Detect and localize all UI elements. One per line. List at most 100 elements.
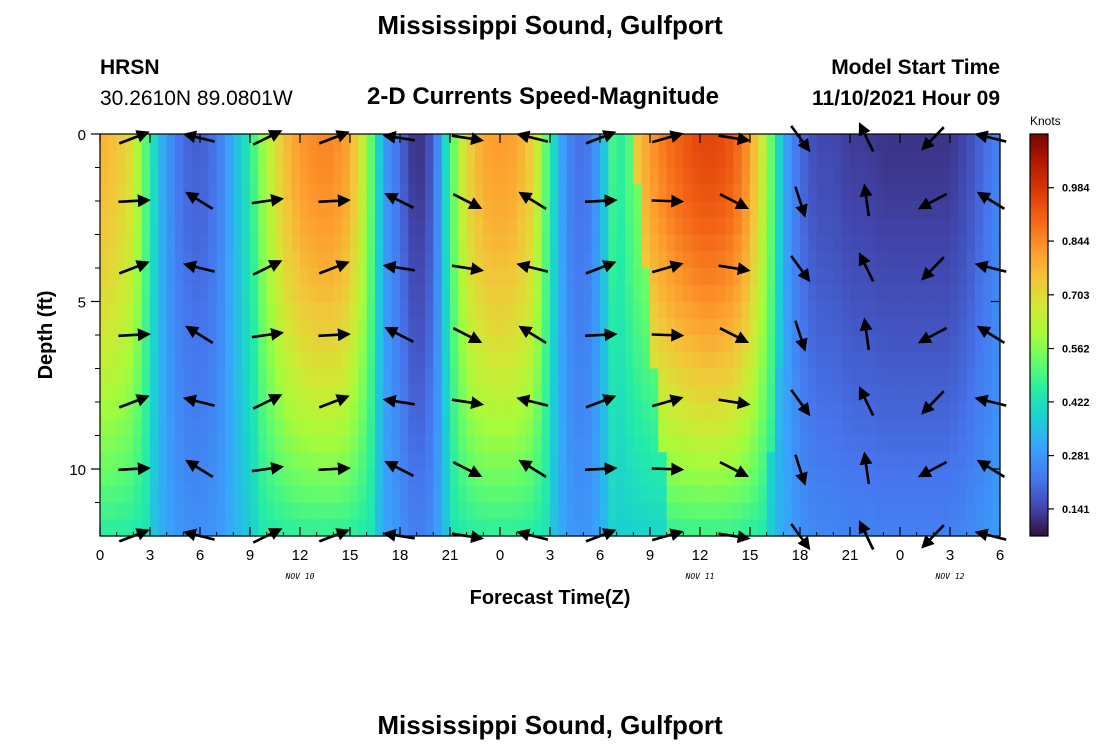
x-tick-label: 15 [742,547,759,564]
heatmap-cell [350,234,359,252]
heatmap-cell [583,167,593,185]
heatmap-cell [666,234,676,252]
heatmap-cell [891,234,901,252]
heatmap-cell [141,134,151,152]
heatmap-cell [783,418,793,437]
heatmap-cell [225,351,234,370]
heatmap-cell [675,502,684,520]
heatmap-cell [291,402,301,420]
heatmap-cell [333,402,343,420]
heatmap-cell [991,402,1001,420]
heatmap-cell [425,201,434,219]
heatmap-cell [175,284,184,303]
heatmap-cell [525,368,534,386]
heatmap-cell [941,469,951,487]
heatmap-cell [591,502,601,520]
heatmap-cell [341,150,351,169]
heatmap-cell [933,385,943,403]
heatmap-cell [608,301,618,319]
heatmap-cell [566,502,576,520]
heatmap-cell [708,402,718,420]
y-axis-title: Depth (ft) [35,291,57,380]
heatmap-cell [158,519,168,537]
current-vector-arrow [185,191,214,211]
heatmap-cell [466,502,476,520]
heatmap-cell [891,502,901,520]
heatmap-cell [666,351,676,370]
heatmap-cell [908,318,918,336]
heatmap-cell [925,351,934,370]
heatmap-cell [566,201,576,219]
x-tick-label: 9 [646,547,654,564]
heatmap-cell [766,452,776,470]
heatmap-cell [908,268,918,286]
heatmap-cell [566,368,576,386]
heatmap-cell [341,385,351,403]
heatmap-cell [658,452,668,470]
heatmap-cell [941,335,951,353]
heatmap-cell [566,301,576,319]
heatmap-cell [233,268,243,286]
heatmap-cell [766,318,776,336]
heatmap-cell [166,368,176,386]
heatmap-cell [125,201,134,219]
heatmap-cell [525,502,534,520]
heatmap-cell [991,368,1001,386]
heatmap-cell [733,402,743,420]
heatmap-cell [666,201,676,219]
heatmap-cell [425,485,434,504]
heatmap-cell [675,134,684,152]
heatmap-cell [508,402,518,420]
current-vector-arrow [917,460,948,478]
heatmap-cell [741,284,751,303]
heatmap-cell [316,201,326,219]
heatmap-cell [175,469,184,487]
heatmap-cell [541,167,551,185]
heatmap-cell [308,217,318,236]
heatmap-cell [441,402,451,420]
heatmap-cell [625,385,634,403]
heatmap-cell [225,150,234,169]
heatmap-cell [991,134,1001,152]
heatmap-cell [608,368,618,386]
heatmap-cell [383,435,393,453]
heatmap-cell [258,418,268,437]
heatmap-cell [583,435,593,453]
heatmap-cell [758,351,768,370]
heatmap-cell [550,435,559,453]
heatmap-cell [650,301,659,319]
heatmap-cell [275,234,284,252]
heatmap-cell [575,519,584,537]
heatmap-cell [725,184,734,202]
heatmap-cell [175,134,184,152]
current-vector-arrow [318,260,350,275]
heatmap-cell [425,217,434,236]
heatmap-cell [650,167,659,185]
heatmap-cell [858,201,868,219]
heatmap-cell [958,201,968,219]
heatmap-cell [450,418,459,437]
heatmap-cell [816,268,826,286]
heatmap-cell [450,150,459,169]
heatmap-cell [558,217,568,236]
heatmap-cell [375,402,384,420]
current-vector-arrow [790,255,811,283]
heatmap-cell [300,217,309,236]
heatmap-cell [425,335,434,353]
heatmap-cell [550,385,559,403]
heatmap-cell [891,485,901,504]
heatmap-cell [358,519,368,537]
heatmap-cell [533,184,543,202]
heatmap-cell [433,268,443,286]
x-tick-label: 6 [996,547,1004,564]
heatmap-cell [466,519,476,537]
heatmap-cell [316,184,326,202]
heatmap-cell [141,385,151,403]
heatmap-cell [683,351,693,370]
heatmap-cell [133,368,143,386]
heatmap-cell [133,217,143,236]
heatmap-cell [825,469,834,487]
heatmap-cell [191,485,201,504]
heatmap-cell [716,201,726,219]
heatmap-cell [158,301,168,319]
